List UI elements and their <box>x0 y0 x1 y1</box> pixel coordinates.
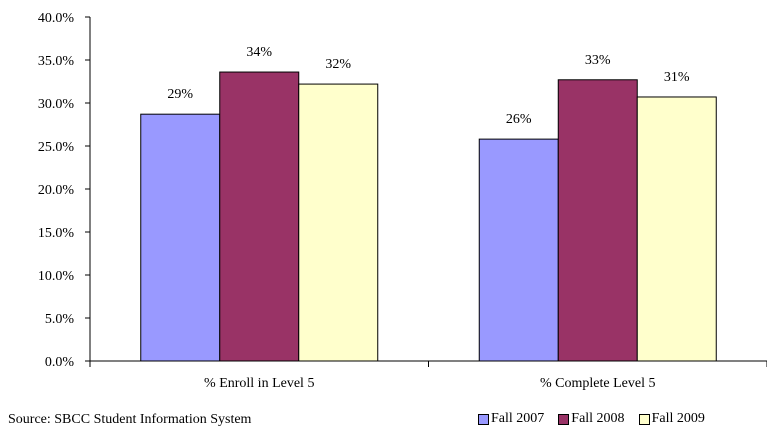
bar <box>478 138 559 362</box>
bar <box>219 71 300 362</box>
legend-label: Fall 2009 <box>651 411 705 426</box>
y-axis-ticks: 0.0% 5.0% 10.0% 15.0% 20.0% 25.0% 30.0% 35.0% 40… <box>38 11 90 370</box>
bar <box>557 79 638 362</box>
y-tick-label: 40.0% <box>38 11 75 26</box>
bar-value-label: 26% <box>506 112 532 127</box>
source-note: Source: SBCC Student Information System <box>8 412 252 427</box>
bar-value-label: 33% <box>585 53 611 68</box>
legend-item: Fall 2007 <box>478 411 544 427</box>
y-tick-label: 20.0% <box>38 183 75 198</box>
y-tick-label: 10.0% <box>38 269 75 284</box>
bar-value-label: 31% <box>664 70 690 85</box>
legend-item: Fall 2009 <box>638 411 705 427</box>
legend-item: Fall 2008 <box>558 411 625 427</box>
bar-value-label: 29% <box>167 87 193 102</box>
y-tick-label: 30.0% <box>38 97 75 112</box>
legend-swatch <box>478 413 489 425</box>
y-tick-label: 35.0% <box>38 54 75 69</box>
x-axis-labels: % Enroll in Level 5 % Complete Level 5 <box>89 361 767 391</box>
legend-swatch <box>558 413 570 425</box>
x-category-label: % Complete Level 5 <box>540 376 655 391</box>
legend-label: Fall 2008 <box>571 411 625 426</box>
bar-value-label: 32% <box>325 57 351 72</box>
y-tick-label: 5.0% <box>45 312 75 327</box>
bar <box>140 113 221 362</box>
legend: Fall 2007 Fall 2008 Fall 2009 <box>478 411 705 427</box>
bar <box>636 96 717 362</box>
bar-value-label: 34% <box>246 45 272 60</box>
bar-series <box>140 71 717 362</box>
legend-label: Fall 2007 <box>491 411 545 426</box>
y-tick-label: 25.0% <box>38 140 75 155</box>
data-labels: 29% 34% 32% 26% 33% 31% <box>167 45 690 127</box>
y-tick-label: 0.0% <box>45 355 75 370</box>
legend-swatch <box>638 413 650 425</box>
x-category-label: % Enroll in Level 5 <box>204 376 314 391</box>
y-tick-label: 15.0% <box>38 226 75 241</box>
bar <box>298 83 379 362</box>
